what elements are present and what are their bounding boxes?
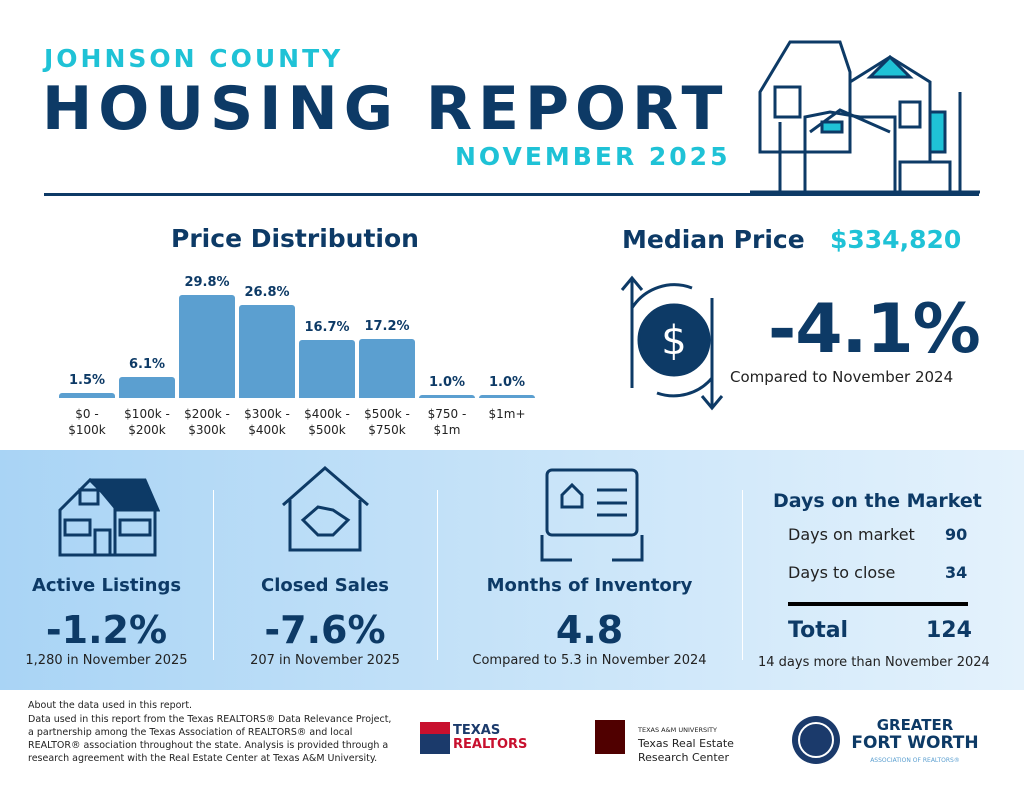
logo-line: TEXAS A&M UNIVERSITY [638, 726, 717, 734]
title: HOUSING REPORT [42, 74, 729, 144]
days-row-value: 90 [945, 525, 968, 544]
handshake-icon [282, 466, 369, 552]
days-row-label: Days to close [788, 563, 896, 582]
house-icon [58, 477, 160, 557]
days-row-value: 34 [945, 563, 968, 582]
median-note: Compared to November 2024 [730, 368, 954, 386]
stat-value: -7.6% [264, 608, 386, 652]
logo-text: TEXAS REALTORS [453, 724, 527, 752]
stats-panel [0, 450, 1024, 690]
dollar-icon: $ [620, 275, 724, 411]
bar [239, 305, 295, 398]
logo-line: FORT WORTH [851, 733, 979, 753]
logo-text: TEXAS A&M UNIVERSITY Texas Real Estate Res… [638, 723, 734, 765]
bar [119, 376, 175, 398]
stat-value: -1.2% [45, 608, 168, 652]
svg-text:$: $ [661, 318, 686, 364]
median-label: Median Price [622, 225, 805, 254]
separator [437, 490, 438, 660]
x-tick-label: $750 - $1m [427, 407, 467, 437]
x-tick-label: $1m+ [488, 407, 526, 421]
gfw-logo-mark [792, 716, 840, 764]
logo-line: Research Center [638, 751, 729, 764]
median-price: $334,820 [830, 225, 962, 254]
total-value: 124 [926, 618, 972, 643]
value-label: 16.7% [304, 320, 350, 336]
bar [419, 394, 475, 398]
bar [479, 394, 535, 398]
bar [59, 392, 115, 398]
stat-note: 1,280 in November 2025 [25, 653, 188, 668]
logo-line: REALTORS [453, 737, 528, 752]
separator [213, 490, 214, 660]
value-label: 6.1% [128, 356, 166, 372]
value-label: 26.8% [244, 285, 290, 301]
stat-title: Active Listings [31, 575, 182, 596]
chart-title: Price Distribution [171, 224, 419, 253]
logo-line: Texas Real Estate [638, 737, 734, 750]
value-label: 1.0% [428, 374, 466, 390]
logo-line: TEXAS [453, 723, 501, 738]
days-row-label: Days on market [788, 525, 915, 544]
footer-about: About the data used in this report. [28, 700, 193, 711]
stat-title: Closed Sales [260, 575, 390, 596]
days-title: Days on the Market [773, 490, 982, 512]
bar [359, 338, 415, 398]
divider [44, 193, 979, 196]
separator [742, 490, 743, 660]
houses-illustration [750, 40, 980, 194]
period: NOVEMBER 2025 [455, 142, 731, 171]
x-tick-label: $300k - $400k [244, 407, 290, 437]
value-label: 17.2% [364, 318, 410, 334]
tamu-logo-mark [595, 720, 625, 754]
x-tick-label: $500k - $750k [364, 407, 410, 437]
days-note: 14 days more than November 2024 [758, 655, 990, 670]
texas-logo-mark [420, 722, 450, 754]
x-tick-label: $200k - $300k [184, 407, 230, 437]
logo-text: GREATER FORT WORTH ASSOCIATION OF REALTORS… [845, 716, 985, 770]
value-label: 1.5% [68, 372, 106, 388]
tablet-icon [540, 468, 644, 562]
stat-value: 4.8 [555, 608, 624, 652]
x-tick-label: $0 - $100k [68, 407, 106, 437]
x-tick-label: $100k - $200k [124, 407, 170, 437]
total-label: Total [788, 618, 849, 643]
county: JOHNSON COUNTY [44, 44, 344, 73]
logo-line: ASSOCIATION OF REALTORS® [870, 757, 960, 764]
stat-title: Months of Inventory [486, 575, 693, 596]
median-change: -4.1% [768, 290, 981, 369]
footer-text: Data used in this report from the Texas … [28, 714, 392, 764]
stat-note: Compared to 5.3 in November 2024 [472, 653, 707, 668]
bar [299, 340, 355, 398]
stat-note: 207 in November 2025 [250, 653, 400, 668]
logo-line: GREATER [876, 716, 954, 734]
value-label: 1.0% [488, 374, 526, 390]
bar-chart: 1.5% $0 - $100k 6.1% $100k - $200k 29.8% $200… [58, 260, 538, 450]
bar [179, 295, 235, 398]
x-tick-label: $400k - $500k [304, 407, 350, 437]
value-label: 29.8% [184, 275, 230, 290]
total-rule [788, 602, 968, 606]
